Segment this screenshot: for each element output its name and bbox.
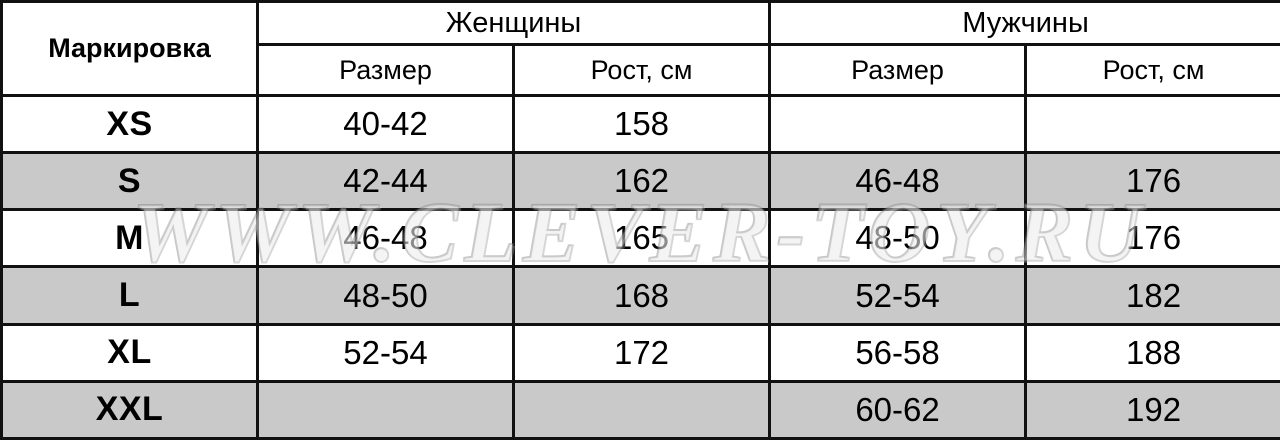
cell-women-height: 168 (511, 265, 772, 326)
cell-women-height: 162 (511, 151, 772, 212)
cell-marking: M (0, 208, 259, 269)
cell-women-height: 165 (511, 208, 772, 269)
cell-men-size: 60-62 (768, 379, 1028, 440)
header-row-subcolumns: Размер Рост, см Размер Рост, см (2, 43, 1280, 97)
cell-men-size: 48-50 (768, 208, 1028, 269)
cell-women-size (256, 379, 515, 440)
cell-men-size: 46-48 (768, 151, 1028, 212)
header-women-height: Рост, см (511, 43, 772, 97)
table-row: XL 52-54 172 56-58 188 (0, 322, 1280, 383)
cell-women-size: 48-50 (256, 265, 515, 326)
cell-men-size (768, 93, 1028, 155)
cell-women-size: 40-42 (256, 93, 515, 155)
header-group-men: Мужчины (768, 0, 1280, 46)
cell-women-size: 46-48 (256, 208, 515, 269)
header-men-height: Рост, см (1024, 43, 1280, 97)
cell-marking: S (0, 151, 259, 212)
table-row: XXL 60-62 192 (0, 379, 1280, 440)
cell-women-size: 42-44 (256, 151, 515, 212)
cell-men-height (1024, 93, 1280, 155)
cell-marking: XXL (0, 379, 259, 440)
cell-women-size: 52-54 (256, 322, 515, 383)
header-women-size: Размер (256, 43, 515, 97)
cell-men-height: 176 (1024, 208, 1280, 269)
cell-women-height: 158 (511, 93, 772, 155)
cell-men-height: 176 (1024, 151, 1280, 212)
header-marking: Маркировка (0, 0, 259, 97)
cell-women-height (511, 379, 772, 440)
cell-marking: XL (0, 322, 259, 383)
cell-marking: L (0, 265, 259, 326)
cell-men-height: 182 (1024, 265, 1280, 326)
header-row-groups: Маркировка Женщины Мужчины (0, 0, 1280, 97)
table-row: L 48-50 168 52-54 182 (0, 265, 1280, 326)
cell-marking: XS (0, 93, 259, 155)
header-group-women: Женщины (255, 0, 772, 46)
cell-men-size: 56-58 (768, 322, 1028, 383)
table-body: XS 40-42 158 S 42-44 162 46-48 176 M 46-48 165 48-5… (0, 93, 1280, 440)
cell-men-height: 192 (1024, 379, 1280, 440)
cell-men-size: 52-54 (768, 265, 1028, 326)
header-men-size: Размер (768, 43, 1028, 97)
table-row: S 42-44 162 46-48 176 (0, 151, 1280, 212)
table-row: XS 40-42 158 (0, 93, 1280, 155)
table-row: M 46-48 165 48-50 176 (0, 208, 1280, 269)
cell-women-height: 172 (511, 322, 772, 383)
cell-men-height: 188 (1024, 322, 1280, 383)
table-header: Маркировка Женщины Мужчины Размер Рост, … (0, 0, 1280, 97)
